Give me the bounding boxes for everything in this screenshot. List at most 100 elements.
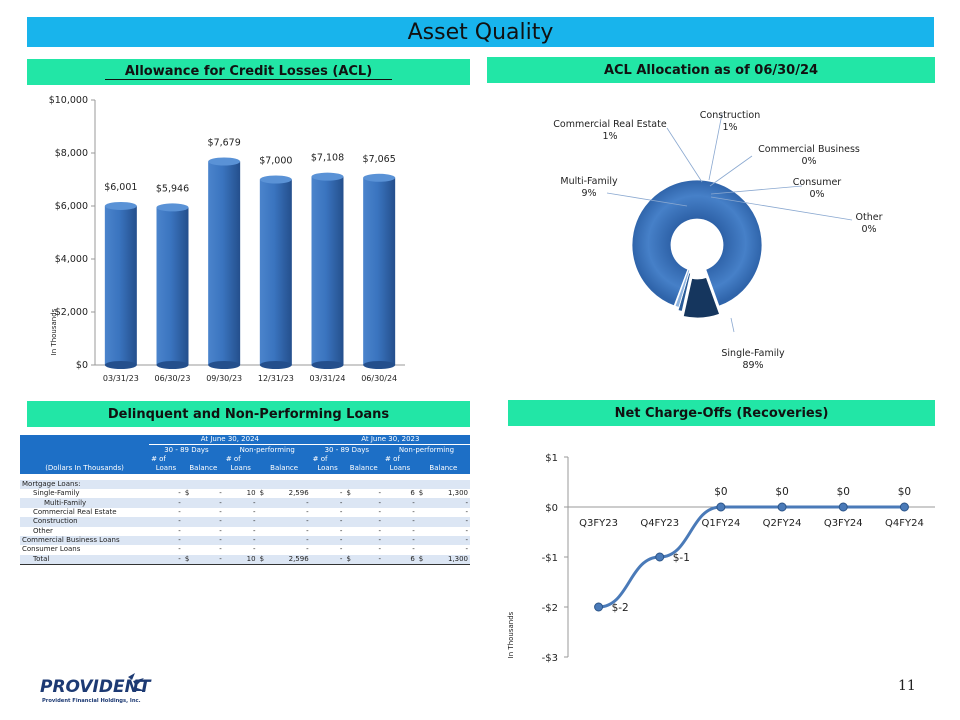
section-header-nco-label: Net Charge-Offs (Recoveries) — [614, 405, 829, 421]
table-cell: 10 — [246, 489, 256, 498]
table-cell: - — [149, 517, 183, 527]
pie-leader-line — [710, 196, 853, 221]
table-cell — [20, 444, 150, 455]
table-col-header: Balance — [257, 464, 311, 474]
section-header-acl-label: Allowance for Credit Losses (ACL) — [104, 64, 393, 80]
table-cell: $ — [257, 554, 270, 566]
table-row: Single-Family - $ -10 $2,596- $ -6 $1,300 — [20, 489, 470, 498]
bar — [208, 161, 241, 365]
y-tick-label: $0 — [545, 503, 558, 514]
table-col-header: Loans — [149, 464, 183, 474]
table-cell: - — [383, 517, 417, 527]
table-cell: - — [378, 507, 382, 516]
table-row: Commercial Business Loans - - - - - - - - — [20, 535, 470, 546]
bar-base — [104, 361, 137, 369]
y-axis-title: In Thousands — [50, 308, 58, 355]
table-row: Construction - - - - - - - - — [20, 517, 470, 527]
table-cell: - — [356, 535, 384, 546]
table-cell: - — [339, 489, 343, 498]
table-cell: - — [306, 507, 309, 516]
table-sub-header: Non-performing — [223, 444, 311, 455]
table-cell: - — [383, 498, 417, 508]
table-cell — [182, 498, 195, 508]
table-cell: - — [219, 545, 222, 554]
table-sub-header: 30 - 89 Days — [149, 444, 224, 455]
table-row-label: Total — [20, 554, 150, 566]
point-data-label: $0 — [837, 486, 850, 498]
x-tick-label: Q4FY24 — [885, 518, 924, 529]
table-cell: - — [306, 545, 309, 554]
table-cell — [257, 498, 270, 508]
table-cell — [149, 479, 183, 489]
pie-pct-label: 0% — [801, 156, 816, 167]
table-cell — [258, 545, 270, 554]
table-cell: - — [310, 498, 345, 508]
x-tick-label: Q1FY24 — [702, 518, 741, 529]
point-data-label: $0 — [714, 486, 727, 498]
table-col-header: Loans — [310, 464, 345, 474]
table-cell — [258, 527, 270, 536]
table-col-header: # of — [383, 454, 417, 465]
table-cell: - — [219, 507, 222, 516]
table-cell: - — [428, 498, 470, 508]
pie-pct-label: 0% — [809, 189, 824, 200]
pie-label: Consumer — [793, 177, 842, 188]
pie-label: Commercial Real Estate — [553, 119, 667, 130]
table-cell — [383, 479, 417, 489]
table-header-row: (Dollars In Thousands) Loans Balance Loans B… — [20, 464, 470, 474]
table-cell — [257, 517, 270, 527]
line-point — [594, 602, 604, 612]
bar-data-label: $5,946 — [156, 183, 189, 194]
bar — [311, 176, 344, 365]
table-cell: - — [339, 526, 343, 535]
pie-leader-line — [730, 317, 735, 333]
bar — [363, 177, 396, 365]
bar-base — [311, 361, 344, 369]
table-cell — [183, 545, 195, 554]
table-cell — [344, 498, 357, 508]
table-cell — [183, 508, 195, 517]
pie-leader-line — [709, 155, 753, 187]
table-cell — [257, 535, 270, 546]
page-number: 11 — [898, 678, 916, 694]
table-cell: $ — [344, 554, 357, 566]
table-cell — [223, 479, 258, 489]
table-cell: - — [465, 507, 468, 516]
pie-leader-line — [606, 192, 688, 207]
table-cell: - — [194, 498, 224, 508]
table-cell: $ — [182, 554, 195, 566]
table-cell — [20, 435, 150, 445]
provident-logo-name: PROVIDENT — [40, 677, 152, 697]
bar-group — [363, 173, 396, 369]
table-cell — [310, 479, 345, 489]
bar-top — [208, 157, 241, 166]
table-cell — [182, 454, 195, 465]
section-header-nco: Net Charge-Offs (Recoveries) — [508, 400, 935, 426]
table-col-header: Loans — [223, 464, 258, 474]
table-row-label: Consumer Loans — [22, 545, 81, 554]
table-cell: - — [356, 517, 384, 527]
pie-pct-label: 1% — [602, 131, 617, 142]
table-cell: - — [178, 489, 181, 498]
table-cell: - — [178, 526, 181, 535]
table-cell — [194, 479, 224, 489]
table-cell — [356, 479, 384, 489]
table-cell: $ — [259, 489, 265, 498]
table-cell: - — [356, 554, 384, 566]
table-col-header: Balance — [416, 464, 470, 474]
table-row-label: Single-Family — [33, 489, 80, 498]
pie-label: Other — [856, 212, 883, 223]
table-header-row: At June 30, 2024 At June 30, 2023 — [20, 435, 470, 446]
y-axis-title: In Thousands — [507, 611, 515, 658]
bar-base — [156, 361, 189, 369]
table-cell: - — [219, 526, 222, 535]
table-cell — [428, 479, 470, 489]
x-tick-label: 12/31/23 — [258, 374, 294, 383]
table-cell: 1,300 — [428, 554, 470, 566]
table-cell: - — [465, 526, 468, 535]
table-cell: $ — [346, 489, 351, 498]
y-tick-label: -$2 — [542, 603, 558, 614]
table-cell: - — [149, 498, 183, 508]
y-tick-label: $0 — [76, 360, 88, 371]
x-tick-label: 03/31/24 — [310, 374, 346, 383]
